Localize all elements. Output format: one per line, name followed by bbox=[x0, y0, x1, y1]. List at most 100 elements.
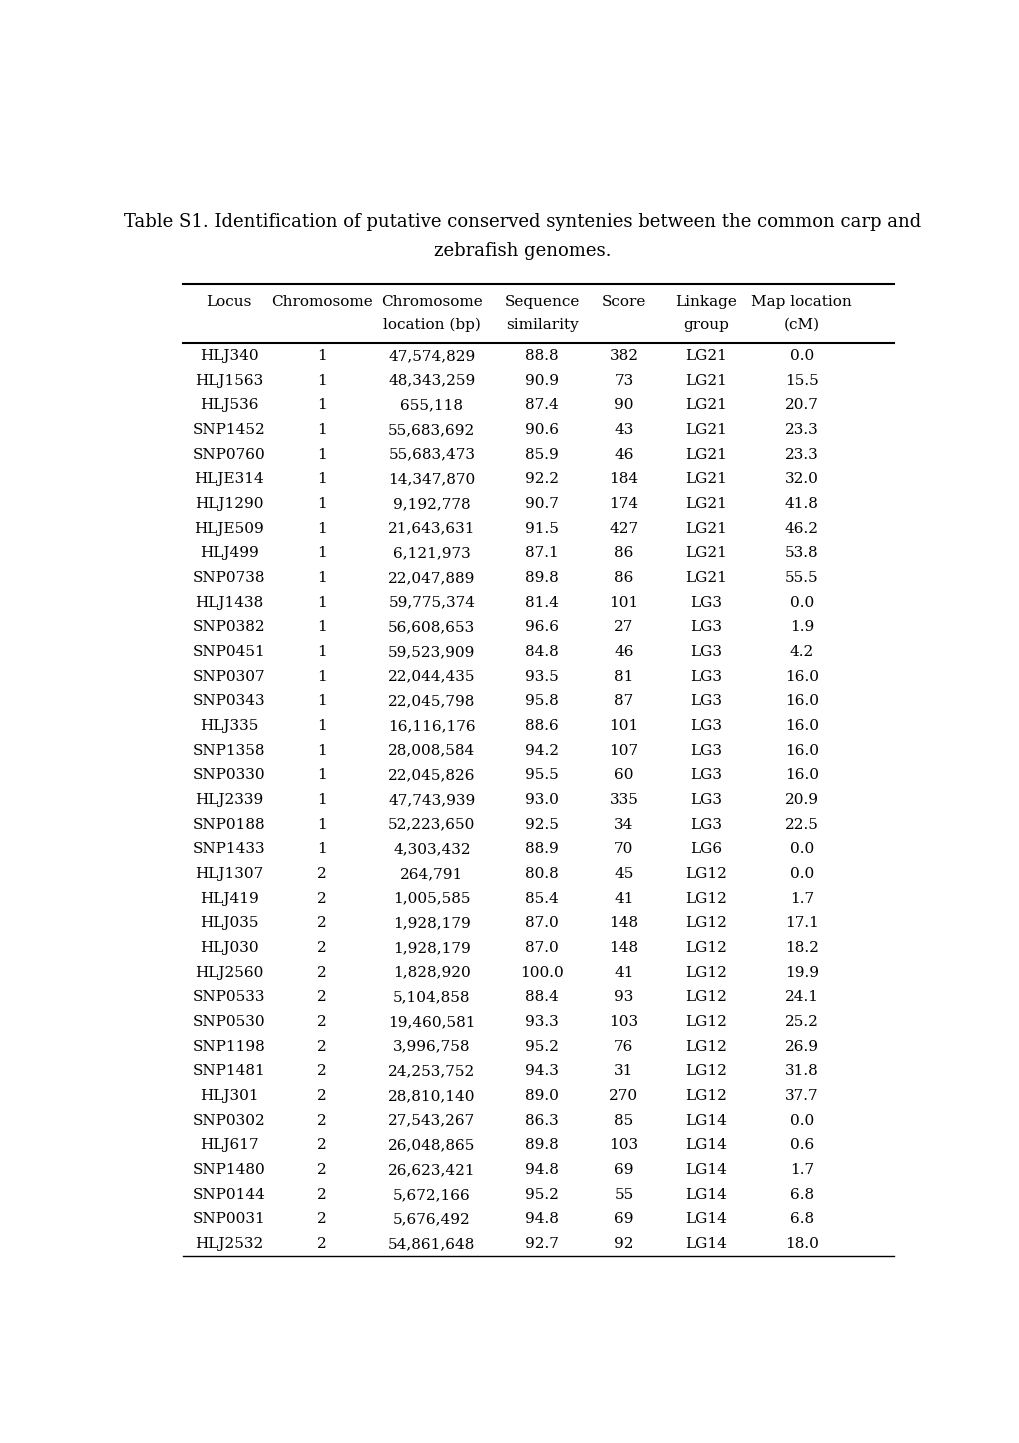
Text: 1: 1 bbox=[316, 349, 326, 362]
Text: 0.0: 0.0 bbox=[789, 349, 813, 362]
Text: 24.1: 24.1 bbox=[784, 990, 818, 1004]
Text: LG14: LG14 bbox=[684, 1188, 726, 1202]
Text: HLJ1290: HLJ1290 bbox=[195, 496, 263, 511]
Text: 81: 81 bbox=[613, 670, 633, 684]
Text: 94.3: 94.3 bbox=[525, 1065, 558, 1078]
Text: 16.0: 16.0 bbox=[784, 670, 818, 684]
Text: LG21: LG21 bbox=[684, 423, 726, 437]
Text: 103: 103 bbox=[608, 1139, 638, 1153]
Text: LG21: LG21 bbox=[684, 496, 726, 511]
Text: 148: 148 bbox=[608, 916, 638, 931]
Text: group: group bbox=[682, 317, 728, 332]
Text: HLJ617: HLJ617 bbox=[200, 1139, 258, 1153]
Text: 93.5: 93.5 bbox=[525, 670, 558, 684]
Text: 335: 335 bbox=[609, 794, 638, 807]
Text: 5,676,492: 5,676,492 bbox=[392, 1212, 470, 1227]
Text: 91.5: 91.5 bbox=[525, 521, 558, 535]
Text: 93: 93 bbox=[613, 990, 633, 1004]
Text: LG14: LG14 bbox=[684, 1163, 726, 1177]
Text: 1,928,179: 1,928,179 bbox=[392, 916, 470, 931]
Text: 15.5: 15.5 bbox=[785, 374, 818, 388]
Text: 28,008,584: 28,008,584 bbox=[388, 743, 475, 758]
Text: 31: 31 bbox=[613, 1065, 633, 1078]
Text: 0.0: 0.0 bbox=[789, 867, 813, 882]
Text: 95.8: 95.8 bbox=[525, 694, 558, 709]
Text: 87.0: 87.0 bbox=[525, 916, 558, 931]
Text: 1: 1 bbox=[316, 423, 326, 437]
Text: LG3: LG3 bbox=[689, 818, 721, 831]
Text: LG12: LG12 bbox=[684, 916, 726, 931]
Text: 22,047,889: 22,047,889 bbox=[388, 571, 475, 584]
Text: 90.9: 90.9 bbox=[525, 374, 558, 388]
Text: 16.0: 16.0 bbox=[784, 768, 818, 782]
Text: 41.8: 41.8 bbox=[784, 496, 818, 511]
Text: HLJ335: HLJ335 bbox=[200, 719, 258, 733]
Text: SNP0533: SNP0533 bbox=[193, 990, 265, 1004]
Text: 95.5: 95.5 bbox=[525, 768, 558, 782]
Text: 45: 45 bbox=[613, 867, 633, 882]
Text: Score: Score bbox=[601, 294, 645, 309]
Text: LG12: LG12 bbox=[684, 1089, 726, 1102]
Text: 85.9: 85.9 bbox=[525, 447, 558, 462]
Text: LG21: LG21 bbox=[684, 374, 726, 388]
Text: LG12: LG12 bbox=[684, 1040, 726, 1053]
Text: HLJE314: HLJE314 bbox=[194, 472, 264, 486]
Text: HLJ030: HLJ030 bbox=[200, 941, 258, 955]
Text: location (bp): location (bp) bbox=[382, 317, 480, 332]
Text: 1.7: 1.7 bbox=[789, 892, 813, 906]
Text: 18.0: 18.0 bbox=[784, 1237, 818, 1251]
Text: 2: 2 bbox=[316, 990, 326, 1004]
Text: 41: 41 bbox=[613, 965, 633, 980]
Text: HLJ1307: HLJ1307 bbox=[195, 867, 263, 882]
Text: LG3: LG3 bbox=[689, 645, 721, 659]
Text: 5,104,858: 5,104,858 bbox=[392, 990, 470, 1004]
Text: 41: 41 bbox=[613, 892, 633, 906]
Text: 6.8: 6.8 bbox=[789, 1188, 813, 1202]
Text: 90: 90 bbox=[613, 398, 633, 413]
Text: LG3: LG3 bbox=[689, 620, 721, 635]
Text: 55: 55 bbox=[613, 1188, 633, 1202]
Text: 4.2: 4.2 bbox=[789, 645, 813, 659]
Text: 16.0: 16.0 bbox=[784, 743, 818, 758]
Text: 87: 87 bbox=[613, 694, 633, 709]
Text: Table S1. Identification of putative conserved syntenies between the common carp: Table S1. Identification of putative con… bbox=[124, 214, 920, 231]
Text: 23.3: 23.3 bbox=[785, 423, 818, 437]
Text: 1.9: 1.9 bbox=[789, 620, 813, 635]
Text: 55.5: 55.5 bbox=[785, 571, 818, 584]
Text: LG21: LG21 bbox=[684, 547, 726, 560]
Text: 43: 43 bbox=[613, 423, 633, 437]
Text: LG3: LG3 bbox=[689, 670, 721, 684]
Text: 27: 27 bbox=[613, 620, 633, 635]
Text: 86: 86 bbox=[613, 571, 633, 584]
Text: 53.8: 53.8 bbox=[785, 547, 818, 560]
Text: 2: 2 bbox=[316, 941, 326, 955]
Text: 55,683,473: 55,683,473 bbox=[388, 447, 475, 462]
Text: Sequence: Sequence bbox=[504, 294, 579, 309]
Text: 1: 1 bbox=[316, 743, 326, 758]
Text: SNP1480: SNP1480 bbox=[193, 1163, 265, 1177]
Text: 94.8: 94.8 bbox=[525, 1212, 558, 1227]
Text: 16.0: 16.0 bbox=[784, 719, 818, 733]
Text: 86: 86 bbox=[613, 547, 633, 560]
Text: 16.0: 16.0 bbox=[784, 694, 818, 709]
Text: 34: 34 bbox=[613, 818, 633, 831]
Text: 1: 1 bbox=[316, 645, 326, 659]
Text: LG3: LG3 bbox=[689, 694, 721, 709]
Text: 95.2: 95.2 bbox=[525, 1188, 558, 1202]
Text: 1,828,920: 1,828,920 bbox=[392, 965, 470, 980]
Text: 9,192,778: 9,192,778 bbox=[392, 496, 470, 511]
Text: 2: 2 bbox=[316, 1040, 326, 1053]
Text: LG14: LG14 bbox=[684, 1139, 726, 1153]
Text: LG12: LG12 bbox=[684, 1065, 726, 1078]
Text: 655,118: 655,118 bbox=[399, 398, 463, 413]
Text: 92.2: 92.2 bbox=[525, 472, 558, 486]
Text: 48,343,259: 48,343,259 bbox=[388, 374, 475, 388]
Text: 100.0: 100.0 bbox=[520, 965, 564, 980]
Text: LG21: LG21 bbox=[684, 521, 726, 535]
Text: HLJ419: HLJ419 bbox=[200, 892, 258, 906]
Text: 6.8: 6.8 bbox=[789, 1212, 813, 1227]
Text: 88.6: 88.6 bbox=[525, 719, 558, 733]
Text: 85.4: 85.4 bbox=[525, 892, 558, 906]
Text: 22.5: 22.5 bbox=[784, 818, 818, 831]
Text: 84.8: 84.8 bbox=[525, 645, 558, 659]
